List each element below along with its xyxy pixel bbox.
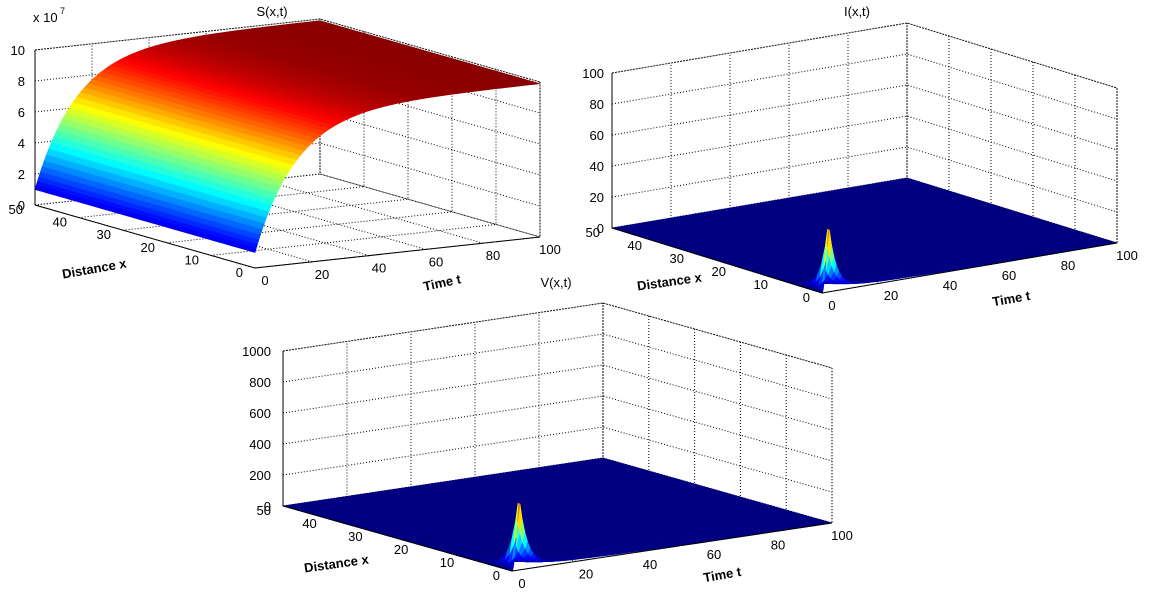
z-tick-label: 8 — [18, 74, 25, 89]
x-tick-label: 40 — [943, 278, 957, 293]
z-gridline — [611, 53, 1118, 120]
z-tick-label: 4 — [18, 136, 25, 151]
y-tick-label: 20 — [141, 240, 155, 255]
z-gridline — [282, 302, 833, 369]
y-gridline — [166, 56, 453, 244]
x-tick-label: 0 — [518, 576, 525, 591]
z-tick-label: 200 — [249, 468, 271, 483]
x-tick-label: 60 — [429, 254, 443, 269]
y-tick-label: 0 — [803, 290, 810, 305]
x-tick-label: 20 — [315, 267, 329, 282]
y-tick-label: 0 — [493, 568, 500, 583]
axes — [34, 50, 541, 269]
exponent-power: 7 — [60, 6, 65, 16]
z-gridline — [611, 115, 1118, 182]
z-gridline — [282, 364, 833, 431]
x-tick-label: 40 — [643, 557, 657, 572]
exponent-label: x 10 — [33, 10, 58, 25]
z-tick-label: 0 — [264, 499, 271, 514]
z-tick-label: 0 — [597, 221, 604, 236]
z-tick-label: 100 — [582, 66, 604, 81]
y-tick-label: 0 — [236, 265, 243, 280]
x-axis-label: Time t — [422, 271, 463, 294]
y-tick-label: 40 — [302, 516, 316, 531]
z-gridline — [282, 395, 833, 462]
z-tick-label: 0 — [18, 198, 25, 213]
y-tick-label: 40 — [53, 215, 67, 230]
y-axis-line — [34, 204, 256, 269]
z-tick-label: 6 — [18, 105, 25, 120]
chart-panel-3: 0204060801000102030405002004006008001000… — [242, 275, 853, 591]
y-tick-label: 30 — [670, 251, 684, 266]
x-tick-label: 100 — [539, 242, 561, 257]
y-axis-label: Distance x — [636, 269, 703, 293]
chart-panel-2: 02040608010001020304050020406080100Time … — [582, 4, 1138, 313]
z-tick-label: 600 — [249, 406, 271, 421]
z-tick-label: 20 — [590, 190, 604, 205]
x-gridline — [319, 19, 541, 238]
y-tick-label: 10 — [754, 277, 768, 292]
x-axis-label: Time t — [702, 564, 743, 585]
y-tick-label: 40 — [628, 238, 642, 253]
z-gridline — [611, 22, 1118, 89]
y-axis-label: Distance x — [303, 551, 370, 575]
x-tick-label: 0 — [261, 273, 268, 288]
x-tick-label: 40 — [372, 261, 386, 276]
z-tick-label: 60 — [590, 128, 604, 143]
y-axis-label: Distance x — [61, 255, 128, 281]
surface-mesh — [611, 177, 1118, 294]
y-gridline — [254, 82, 541, 269]
z-tick-label: 80 — [590, 97, 604, 112]
chart-title: V(x,t) — [540, 275, 571, 290]
surface-mesh — [34, 20, 541, 253]
x-tick-label: 0 — [828, 298, 835, 313]
x-axis-line — [254, 236, 541, 269]
x-tick-label: 100 — [831, 528, 853, 543]
x-tick-label: 20 — [884, 288, 898, 303]
z-gridline — [611, 84, 1118, 151]
y-tick-label: 10 — [185, 252, 199, 267]
z-tick-label: 400 — [249, 437, 271, 452]
y-gridline — [210, 69, 497, 256]
x-axis-label: Time t — [991, 288, 1032, 309]
z-tick-label: 40 — [590, 159, 604, 174]
z-tick-label: 10 — [11, 43, 25, 58]
z-tick-label: 1000 — [242, 344, 271, 359]
x-tick-label: 100 — [1116, 248, 1138, 263]
y-tick-label: 30 — [348, 529, 362, 544]
z-gridline — [611, 146, 1118, 213]
z-gridline — [282, 333, 833, 400]
z-tick-label: 800 — [249, 375, 271, 390]
x-tick-label: 80 — [1061, 258, 1075, 273]
y-tick-label: 50 — [9, 202, 23, 217]
x-tick-label: 80 — [486, 248, 500, 263]
chart-title: I(x,t) — [844, 4, 870, 19]
x-tick-label: 60 — [707, 547, 721, 562]
x-tick-label: 20 — [579, 566, 593, 581]
z-tick-label: 2 — [18, 167, 25, 182]
x-tick-label: 80 — [771, 538, 785, 553]
y-tick-label: 20 — [712, 264, 726, 279]
y-tick-label: 20 — [394, 542, 408, 557]
box-edge — [34, 18, 541, 237]
x-tick-label: 60 — [1002, 268, 1016, 283]
y-tick-label: 30 — [97, 227, 111, 242]
surface-patch — [252, 250, 256, 253]
y-tick-label: 10 — [440, 555, 454, 570]
chart-title: S(x,t) — [256, 4, 287, 19]
